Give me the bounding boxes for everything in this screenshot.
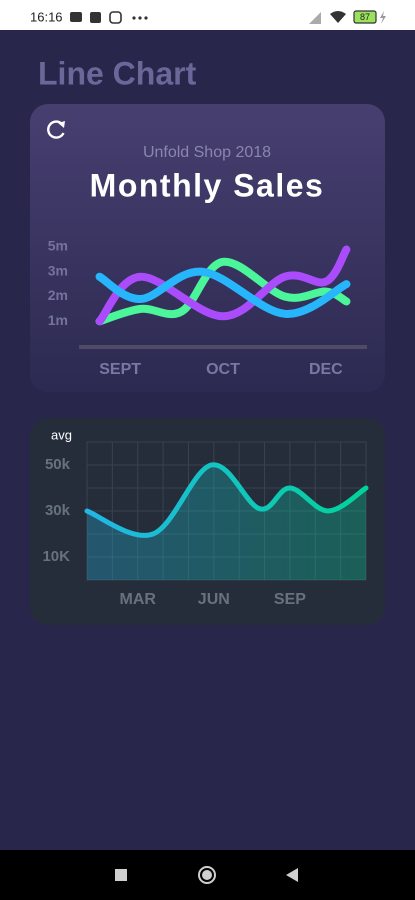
x-tick-label: DEC bbox=[309, 361, 343, 378]
page-title: Line Chart bbox=[38, 55, 197, 91]
home-button[interactable] bbox=[198, 866, 216, 884]
x-tick-label: OCT bbox=[206, 361, 240, 378]
area-line bbox=[84, 462, 369, 538]
status-icon bbox=[70, 12, 82, 22]
x-tick-label: JUN bbox=[198, 591, 230, 608]
card-title: Monthly Sales bbox=[90, 167, 325, 203]
status-icon bbox=[90, 12, 101, 23]
status-bar bbox=[0, 0, 415, 30]
line-series bbox=[95, 267, 351, 318]
back-button[interactable] bbox=[286, 868, 298, 882]
y-axis-label: avg bbox=[51, 427, 72, 442]
x-tick-label: SEP bbox=[274, 591, 306, 608]
y-tick-label: 1m bbox=[48, 312, 68, 328]
wifi-icon bbox=[330, 11, 346, 23]
signal-icon bbox=[309, 12, 321, 24]
charging-icon bbox=[380, 11, 386, 24]
recents-button[interactable] bbox=[115, 869, 127, 881]
battery-level: 87 bbox=[360, 12, 370, 22]
y-tick-label: 30k bbox=[45, 502, 71, 519]
y-tick-label: 2m bbox=[48, 287, 68, 303]
home-button-dot bbox=[202, 870, 212, 880]
y-tick-label: 5m bbox=[48, 238, 68, 254]
y-tick-label: 10K bbox=[42, 548, 70, 565]
area-fill bbox=[87, 464, 366, 580]
refresh-button[interactable] bbox=[47, 120, 65, 139]
status-time: 16:16 bbox=[30, 9, 63, 24]
chart-card bbox=[30, 104, 385, 392]
x-tick-label: MAR bbox=[120, 591, 157, 608]
x-tick-label: SEPT bbox=[99, 361, 141, 378]
y-tick-label: 3m bbox=[48, 262, 68, 278]
line-series bbox=[95, 245, 351, 326]
line-series bbox=[95, 257, 351, 326]
y-tick-label: 50k bbox=[45, 456, 71, 473]
status-more bbox=[132, 16, 148, 20]
battery-icon bbox=[353, 10, 377, 24]
card-subtitle: Unfold Shop 2018 bbox=[143, 144, 271, 161]
status-icon bbox=[109, 11, 122, 24]
